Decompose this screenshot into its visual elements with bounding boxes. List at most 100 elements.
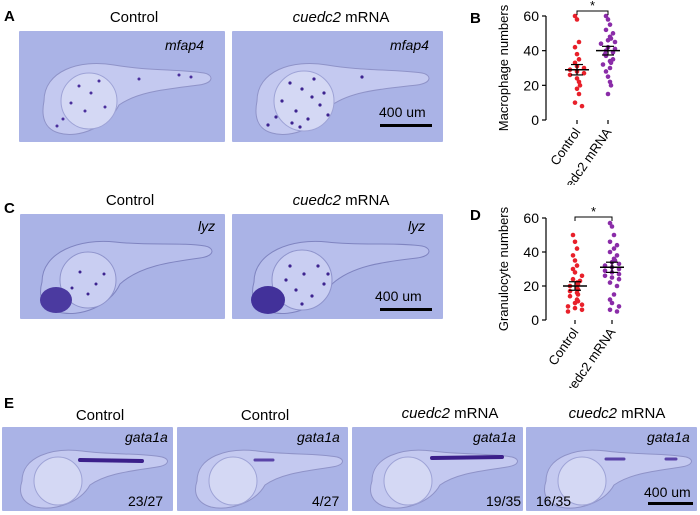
- gene-label-c-cuedc2: lyz: [408, 218, 426, 234]
- chart-b-ytick-label: 60: [523, 8, 539, 24]
- chart-d-ytick-label: 40: [523, 244, 539, 260]
- chart-b-point-control: [574, 76, 580, 81]
- chart-b-point-cuedc2: [605, 37, 611, 43]
- chart-b-point-cuedc2: [605, 17, 611, 22]
- chart-b-point-cuedc2: [607, 65, 613, 71]
- caption-c-cuedc2: cuedc2 mRNA: [292, 192, 390, 209]
- chart-d-significance-bracket: [574, 216, 613, 221]
- chart-d-significance-label: *: [591, 204, 596, 219]
- chart-d-point-cuedc2: [607, 239, 613, 245]
- chart-d-point-cuedc2: [611, 232, 617, 238]
- gene-label-e-1: gata1a: [125, 429, 168, 445]
- chart-b-point-cuedc2: [608, 60, 614, 66]
- scale-label-c: 400 um: [375, 288, 422, 304]
- chart-b-ytick-label: 40: [523, 43, 539, 59]
- chart-d-xtick-label: Control: [545, 325, 581, 368]
- chart-d-point-cuedc2: [616, 276, 622, 282]
- gene-label-e-2: gata1a: [297, 429, 340, 445]
- embryo-image-a-cuedc2: [232, 31, 443, 142]
- caption-a-cuedc2: cuedc2 mRNA: [292, 9, 390, 26]
- chart-d-point-control: [572, 305, 578, 311]
- chart-b-point-control: [572, 100, 578, 105]
- chart-d-point-control: [579, 307, 585, 313]
- chart-d-point-control: [579, 273, 585, 279]
- scale-bar-a: [380, 124, 432, 127]
- gene-label-a-cuedc2: mfap4: [390, 37, 429, 53]
- chart-b-point-control: [576, 91, 582, 97]
- chart-b-point-cuedc2: [598, 41, 604, 47]
- chart-b-point-control: [577, 83, 583, 88]
- chart-b-point-cuedc2: [605, 91, 611, 97]
- panel-letter-b: B: [470, 10, 481, 27]
- chart-d-point-control: [574, 246, 580, 251]
- fraction-e-2: 4/27: [312, 493, 340, 509]
- chart-d-ytick-label: 20: [523, 278, 539, 294]
- embryo-image-a-control: [19, 31, 225, 142]
- caption-c-control: Control: [105, 192, 155, 209]
- panel-letter-a: A: [4, 8, 15, 25]
- chart-d-point-control: [575, 292, 581, 297]
- chart-b-point-cuedc2: [600, 62, 606, 67]
- chart-d-point-control: [579, 302, 585, 307]
- chart-b: 0 20 40 60 Macrophage numbers Control cuedc2 m…: [490, 0, 700, 202]
- chart-b-point-cuedc2: [608, 83, 614, 88]
- chart-b-point-cuedc2: [610, 31, 616, 36]
- chart-d-point-cuedc2: [614, 283, 620, 289]
- chart-b-point-control: [574, 51, 580, 57]
- chart-d-point-cuedc2: [607, 220, 613, 226]
- chart-d-point-cuedc2: [607, 249, 613, 255]
- gene-label-c-control: lyz: [198, 218, 216, 234]
- scale-label-e: 400 um: [644, 484, 691, 500]
- chart-d-point-cuedc2: [607, 280, 613, 285]
- chart-d-ytick-label: 60: [523, 210, 539, 226]
- caption-a-control: Control: [109, 9, 159, 26]
- caption-e-3: cuedc2 mRNA: [401, 405, 499, 422]
- chart-d-point-control: [567, 293, 573, 299]
- panel-letter-d: D: [470, 207, 481, 224]
- chart-d-point-control: [570, 276, 576, 282]
- chart-b-point-control: [572, 44, 578, 50]
- chart-b-ytick-label: 20: [523, 77, 539, 93]
- chart-d-ylabel: Granulocyte numbers: [496, 206, 511, 331]
- chart-b-point-cuedc2: [603, 27, 609, 33]
- chart-d-point-cuedc2: [607, 307, 613, 313]
- fraction-e-3: 19/35: [486, 493, 522, 509]
- panel-letter-c: C: [4, 200, 15, 217]
- chart-d-point-control: [565, 304, 571, 309]
- scale-bar-e: [648, 502, 693, 505]
- chart-d-point-cuedc2: [614, 242, 620, 248]
- chart-b-significance-bracket: [576, 10, 609, 15]
- caption-e-1: Control: [75, 407, 125, 424]
- chart-d-point-control: [570, 253, 576, 258]
- embryo-image-e-1: [2, 427, 173, 511]
- chart-b-point-cuedc2: [603, 69, 609, 74]
- embryo-image-e-2: [177, 427, 348, 511]
- chart-d-point-cuedc2: [614, 253, 620, 258]
- gene-label-a-control: mfap4: [165, 37, 204, 53]
- chart-b-point-control: [576, 39, 582, 45]
- chart-d-point-cuedc2: [611, 292, 617, 297]
- gene-label-e-4: gata1a: [647, 429, 690, 445]
- chart-d-point-cuedc2: [616, 304, 622, 309]
- chart-d-point-control: [572, 270, 578, 275]
- fraction-e-4: 16/35: [536, 493, 572, 509]
- chart-d-point-cuedc2: [607, 297, 613, 302]
- chart-b-ylabel: Macrophage numbers: [496, 4, 511, 131]
- caption-e-2: Control: [240, 407, 290, 424]
- chart-b-point-control: [579, 103, 585, 109]
- chart-d-point-control: [570, 232, 576, 238]
- chart-b-point-control: [576, 57, 582, 62]
- chart-d-point-cuedc2: [611, 246, 617, 251]
- chart-b-point-control: [574, 17, 580, 22]
- caption-e-4: cuedc2 mRNA: [568, 405, 666, 422]
- scale-label-a: 400 um: [379, 104, 426, 120]
- chart-d-point-cuedc2: [602, 273, 608, 279]
- embryo-image-c-cuedc2: [232, 214, 443, 319]
- embryo-image-e-4: [526, 427, 697, 511]
- chart-b-point-cuedc2: [607, 79, 613, 85]
- embryo-image-e-3: [352, 427, 523, 511]
- chart-d-point-control: [572, 239, 578, 245]
- chart-d-point-control: [574, 263, 580, 268]
